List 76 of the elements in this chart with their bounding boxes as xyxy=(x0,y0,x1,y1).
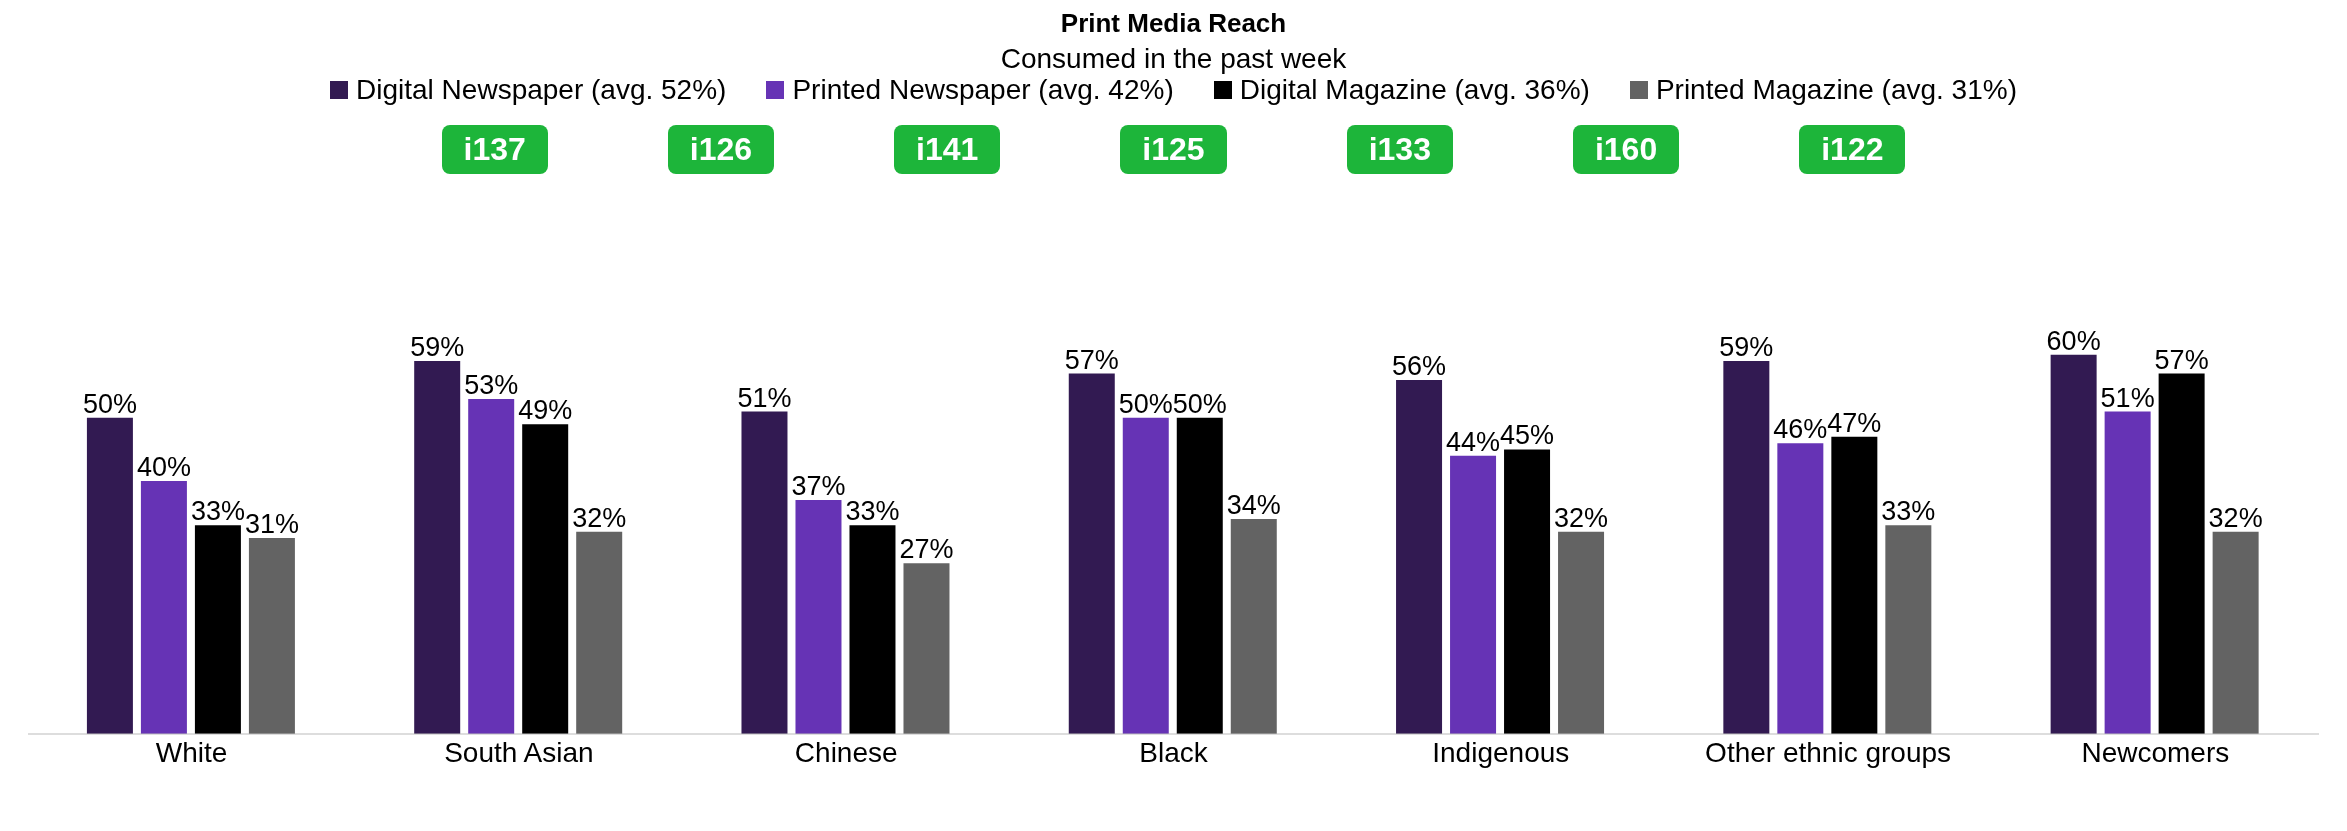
bar xyxy=(1504,449,1551,734)
data-label: 33% xyxy=(845,496,900,527)
bar xyxy=(1450,455,1497,734)
bar xyxy=(1396,379,1443,734)
bar xyxy=(1777,443,1824,734)
data-label: 46% xyxy=(1773,414,1828,445)
x-tick-label: Black xyxy=(1139,736,1209,768)
bar xyxy=(795,500,842,734)
text: i122 xyxy=(1799,125,1906,174)
bar xyxy=(414,360,461,734)
data-label: 33% xyxy=(190,496,245,527)
bar xyxy=(1122,417,1169,734)
text: i125 xyxy=(1120,125,1227,174)
bar xyxy=(903,563,950,734)
legend-label: Printed Magazine (avg. 31%) xyxy=(1655,74,2017,106)
data-label: 51% xyxy=(2100,382,2155,413)
bar xyxy=(849,525,896,734)
bar xyxy=(468,398,515,734)
bar xyxy=(1176,417,1223,734)
data-label: 50% xyxy=(1118,388,1173,419)
data-label: 47% xyxy=(1827,407,1882,438)
data-label: 40% xyxy=(136,452,191,483)
bar xyxy=(1068,373,1115,734)
legend-label: Digital Magazine (avg. 36%) xyxy=(1239,74,1590,106)
data-label: 45% xyxy=(1500,420,1555,451)
chart-subtitle: Consumed in the past week xyxy=(999,43,1348,75)
data-label: 59% xyxy=(1719,331,1774,362)
bar xyxy=(86,417,133,734)
text: i126 xyxy=(667,125,775,174)
data-label: 50% xyxy=(82,388,137,419)
bar xyxy=(1558,531,1605,734)
data-label: 59% xyxy=(410,331,465,362)
data-label: 33% xyxy=(1881,496,1936,527)
bar xyxy=(248,538,295,734)
text: i141 xyxy=(894,125,1001,174)
data-label: 57% xyxy=(2154,344,2209,375)
bar xyxy=(2104,411,2151,734)
bar xyxy=(2050,354,2097,734)
bar xyxy=(194,525,241,734)
data-label: 49% xyxy=(518,395,573,426)
bar xyxy=(1723,360,1770,734)
data-label: 50% xyxy=(1172,388,1227,419)
bar xyxy=(1230,519,1277,734)
data-label: 57% xyxy=(1064,344,1119,375)
bar xyxy=(2212,531,2259,734)
bar xyxy=(2158,373,2205,734)
text: i160 xyxy=(1572,125,1680,174)
bar xyxy=(741,411,788,734)
x-tick-label: Newcomers xyxy=(2081,736,2230,768)
x-tick-label: White xyxy=(155,736,228,768)
bar xyxy=(1831,436,1878,734)
data-label: 51% xyxy=(737,382,792,413)
data-label: 31% xyxy=(244,509,299,539)
data-label: 37% xyxy=(791,471,846,502)
text: i137 xyxy=(441,125,548,174)
text: i133 xyxy=(1346,125,1453,174)
data-label: 32% xyxy=(1554,502,1609,533)
data-label: 34% xyxy=(1226,490,1281,521)
legend-label: Digital Newspaper (avg. 52%) xyxy=(356,74,727,106)
legend-label: Printed Newspaper (avg. 42%) xyxy=(792,74,1174,106)
data-label: 56% xyxy=(1392,350,1447,381)
x-tick-label: South Asian xyxy=(444,736,594,768)
x-tick-label: Other ethnic groups xyxy=(1705,736,1952,768)
data-label: 44% xyxy=(1446,426,1501,457)
chart-title: Print Media Reach xyxy=(1059,8,1288,39)
bar xyxy=(1885,525,1932,734)
data-label: 60% xyxy=(2046,325,2101,356)
data-label: 32% xyxy=(2208,502,2263,533)
bar xyxy=(576,531,623,734)
x-tick-label: Indigenous xyxy=(1432,736,1570,768)
bar xyxy=(140,481,187,734)
bar xyxy=(522,424,569,734)
data-label: 32% xyxy=(572,502,627,533)
data-label: 27% xyxy=(899,534,954,565)
data-label: 53% xyxy=(464,369,519,400)
x-tick-label: Chinese xyxy=(794,736,898,768)
